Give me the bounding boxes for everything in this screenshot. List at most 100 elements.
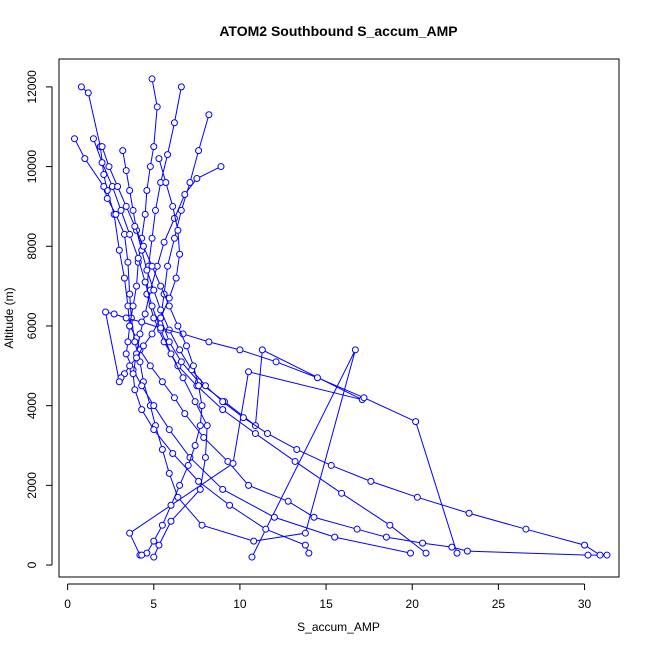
data-point [115, 246, 123, 254]
data-point [122, 167, 130, 175]
data-point [262, 525, 270, 533]
data-point [195, 477, 203, 485]
data-point [196, 485, 204, 493]
data-point [126, 529, 134, 537]
chart-title: ATOM2 Southbound S_accum_AMP [219, 23, 457, 39]
data-point [71, 135, 79, 143]
series-line [74, 138, 356, 558]
data-point [165, 469, 173, 477]
data-point [413, 493, 421, 501]
data-point [186, 179, 194, 187]
data-point [136, 330, 144, 338]
data-point [310, 513, 318, 521]
data-point [158, 378, 166, 386]
data-point [195, 147, 203, 155]
data-point [198, 402, 206, 410]
data-point [126, 322, 134, 330]
data-point [184, 461, 192, 469]
data-point [581, 541, 589, 549]
series-10 [98, 143, 206, 559]
data-point [248, 553, 256, 561]
data-point [176, 346, 184, 354]
data-point [236, 346, 244, 354]
y-tick-label: 12000 [25, 70, 39, 104]
data-point [245, 481, 253, 489]
data-point [98, 159, 106, 167]
data-point [465, 509, 473, 517]
data-point [164, 151, 172, 159]
data-point [217, 163, 225, 171]
data-point [584, 551, 592, 559]
data-point [124, 338, 132, 346]
data-point [407, 549, 415, 557]
data-point [162, 179, 170, 187]
data-point [148, 234, 156, 242]
data-point [100, 183, 108, 191]
data-point [157, 314, 165, 322]
data-point [112, 210, 120, 218]
data-point [103, 194, 111, 202]
data-point [313, 374, 321, 382]
data-point [183, 342, 191, 350]
y-tick-label: 4000 [25, 392, 39, 419]
series-line [125, 78, 411, 554]
plot-marks [71, 75, 611, 561]
series-1 [77, 83, 611, 559]
data-point [138, 551, 146, 559]
data-point [122, 314, 130, 322]
data-point [89, 135, 97, 143]
data-point [146, 362, 154, 370]
data-point [189, 362, 197, 370]
data-point [141, 310, 149, 318]
data-point [150, 286, 158, 294]
data-point [129, 206, 137, 214]
data-point [170, 119, 178, 127]
data-point [284, 497, 292, 505]
data-point [165, 426, 173, 434]
data-point [102, 308, 110, 316]
data-point [126, 186, 134, 194]
data-point [353, 525, 361, 533]
data-point [138, 382, 146, 390]
data-point [143, 266, 151, 274]
data-point [138, 406, 146, 414]
data-point [150, 537, 158, 545]
data-point [151, 206, 159, 214]
data-point [239, 414, 247, 422]
data-point [131, 222, 139, 230]
data-point [331, 533, 339, 541]
data-point [133, 282, 141, 290]
series-line [81, 86, 607, 556]
series-2 [71, 135, 359, 561]
y-tick-label: 10000 [25, 150, 39, 184]
data-point [176, 481, 184, 489]
data-point [169, 202, 177, 210]
data-point [150, 426, 158, 434]
x-tick-label: 0 [64, 597, 71, 611]
data-point [201, 382, 209, 390]
data-point [148, 262, 156, 270]
data-point [170, 394, 178, 402]
data-point [155, 541, 163, 549]
data-point [327, 461, 335, 469]
data-point [270, 513, 278, 521]
data-point [150, 553, 158, 561]
data-point [157, 282, 165, 290]
data-point [382, 533, 390, 541]
data-point [305, 549, 313, 557]
data-point [522, 525, 530, 533]
data-point [122, 350, 130, 358]
data-point [196, 422, 204, 430]
data-point [195, 382, 203, 390]
data-point [177, 358, 185, 366]
data-point [139, 242, 147, 250]
data-point [131, 338, 139, 346]
data-point [179, 374, 187, 382]
x-axis: 0 5 10 15 20 25 30 [64, 583, 592, 611]
data-point [338, 489, 346, 497]
data-point [205, 338, 213, 346]
y-tick-label: 0 [25, 561, 39, 568]
data-point [250, 537, 258, 545]
data-point [263, 430, 271, 438]
